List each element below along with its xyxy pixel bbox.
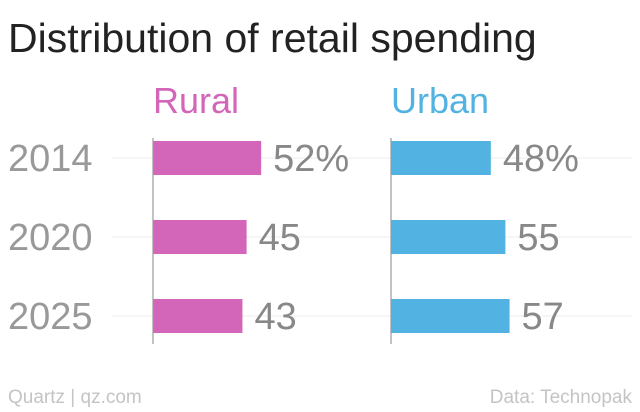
data-label: 52%	[273, 138, 349, 180]
panel-rural: Rural 52% 45 43	[152, 80, 349, 344]
year-labels: 2014 2020 2025	[8, 138, 93, 338]
year-label: 2020	[8, 217, 93, 259]
data-source: Data: Technopak	[490, 387, 633, 408]
bar-rural-2020	[153, 220, 247, 254]
bar-urban-2020	[391, 220, 506, 254]
panel-urban: Urban 48% 55 57	[390, 80, 579, 344]
source-credit: Quartz | qz.com	[8, 387, 142, 408]
data-label: 55	[517, 217, 559, 259]
series-label: Urban	[391, 80, 489, 121]
data-label: 45	[259, 217, 301, 259]
year-label: 2025	[8, 296, 93, 338]
chart-panels: Rural 52% 45 43 Urban 48% 55 57	[152, 80, 579, 344]
series-label: Rural	[153, 80, 239, 121]
data-label: 43	[254, 296, 296, 338]
chart-title: Distribution of retail spending	[8, 15, 537, 61]
year-label: 2014	[8, 138, 93, 180]
bar-rural-2025	[153, 299, 243, 333]
data-label: 48%	[503, 138, 579, 180]
bar-urban-2014	[391, 141, 491, 175]
data-label: 57	[522, 296, 564, 338]
bar-rural-2014	[153, 141, 262, 175]
bar-urban-2025	[391, 299, 510, 333]
